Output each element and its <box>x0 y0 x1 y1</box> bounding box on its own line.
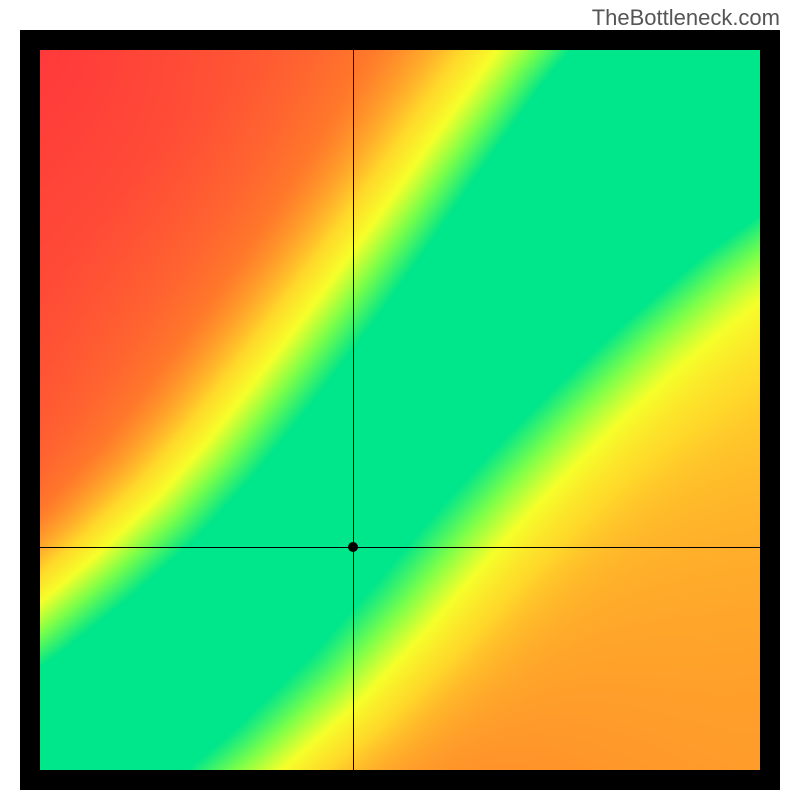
plot-area <box>40 50 760 770</box>
chart-frame <box>20 30 780 790</box>
chart-container: TheBottleneck.com <box>0 0 800 800</box>
crosshair-horizontal <box>40 547 760 548</box>
watermark-text: TheBottleneck.com <box>592 5 780 31</box>
heatmap-canvas <box>40 50 760 770</box>
crosshair-vertical <box>353 50 354 770</box>
marker-dot <box>348 542 358 552</box>
